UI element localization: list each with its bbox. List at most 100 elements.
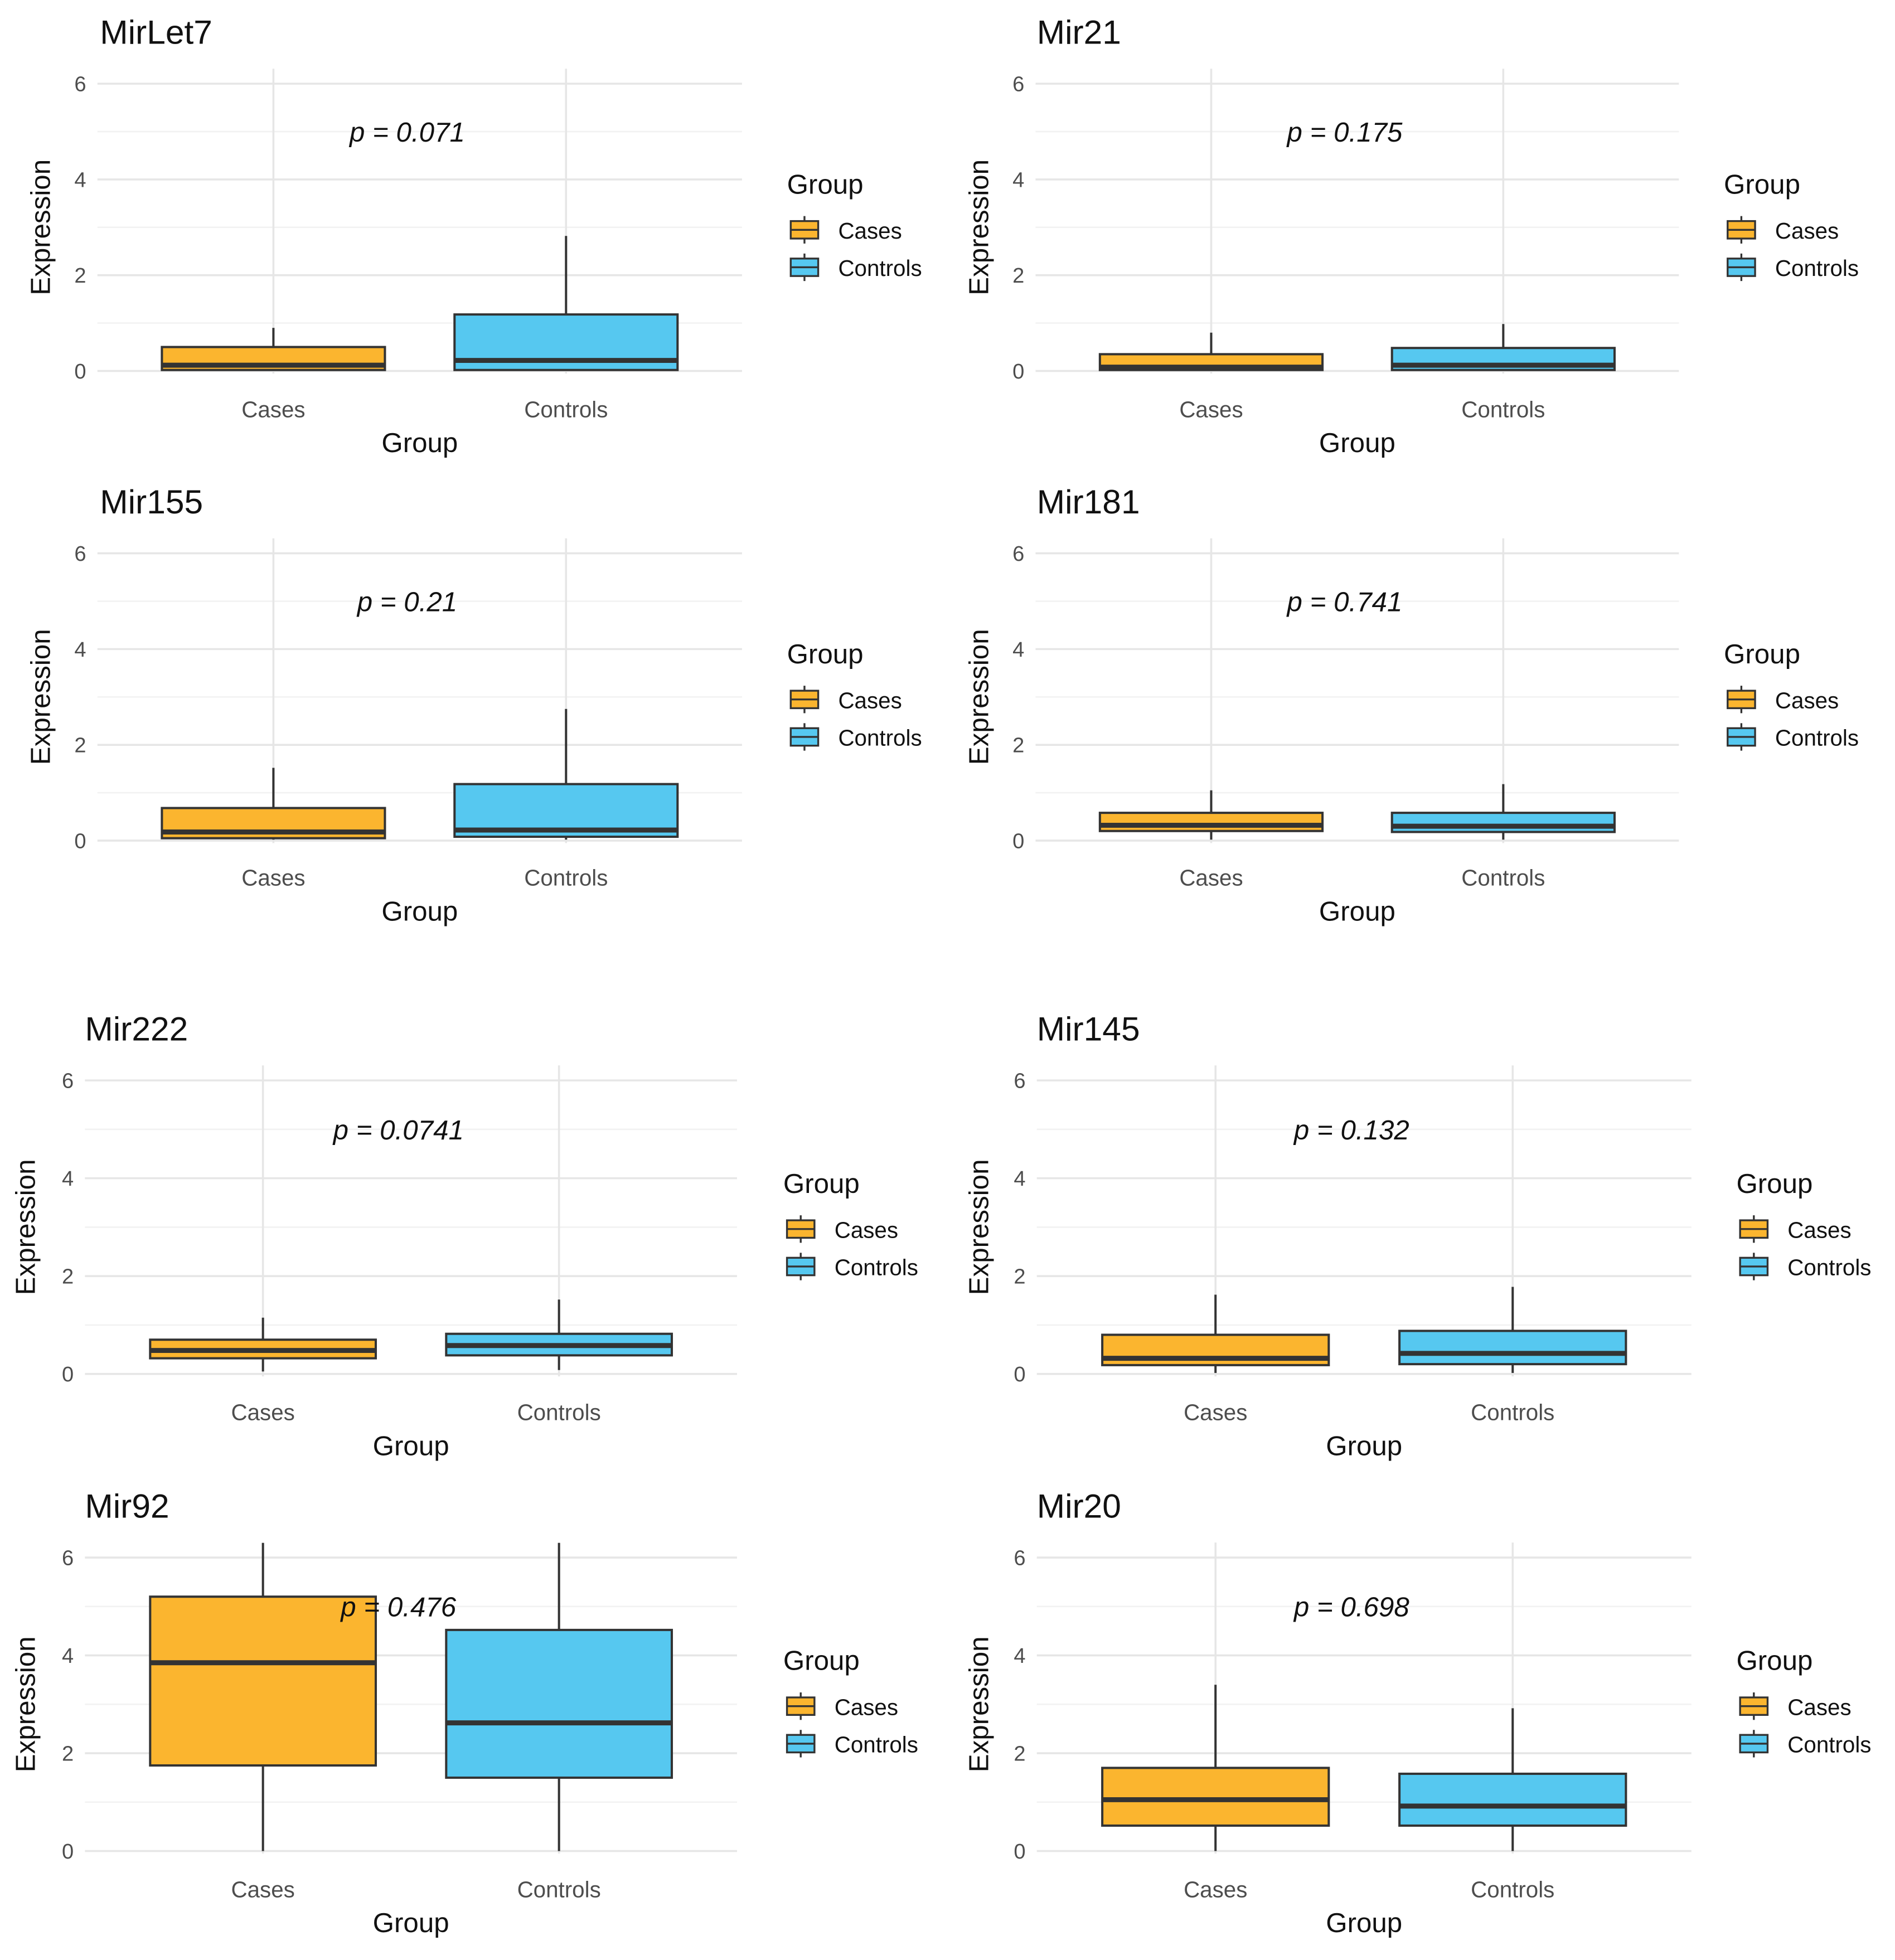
y-tick-label: 4 [1014,1644,1025,1668]
legend-label: Cases [835,1217,898,1243]
panel-mir222: 0 2 4 6 Cases Controls Mir222 p = 0.0741 Group Ex… [11,1010,918,1461]
x-tick-label: Cases [1184,1876,1247,1902]
legend-label: Controls [835,1255,918,1280]
box-controls [1398,1287,1627,1373]
y-tick-label: 6 [62,1070,74,1093]
y-tick-label: 6 [74,73,86,96]
legend-key-controls [789,253,820,282]
x-tick-label: Controls [1461,396,1545,422]
box-cases [161,328,386,371]
y-tick-label: 4 [74,168,86,192]
y-tick-label: 4 [74,638,86,662]
legend-label: Controls [838,725,922,751]
legend-title: Group [1736,1168,1812,1199]
legend-title: Group [1736,1646,1812,1676]
legend-label: Controls [1775,725,1859,751]
iqr-box [1398,1330,1627,1366]
legend-label: Controls [1787,1255,1871,1280]
legend: Group Cases Controls [783,1168,918,1280]
y-tick-label: 4 [1012,638,1024,662]
x-axis-label: Group [1326,1908,1402,1938]
y-axis-label: Expression [26,159,56,295]
x-tick-label: Cases [241,396,305,422]
x-axis-label: Group [1319,428,1395,458]
p-value-label: p = 0.0741 [332,1115,464,1146]
box-cases [1101,1294,1330,1373]
legend: Group Cases Controls [787,639,922,751]
y-tick-label: 2 [1014,1743,1025,1766]
box-cases [161,768,386,840]
panel-title: Mir21 [1037,13,1121,51]
x-axis-label: Group [373,1908,449,1938]
legend-key-cases [786,1215,816,1243]
x-axis-label: Group [1326,1430,1402,1461]
x-tick-label: Controls [1471,1876,1554,1902]
legend-label: Cases [1775,218,1839,244]
y-tick-label: 0 [62,1840,74,1864]
legend-key-cases [1727,216,1756,244]
legend: Group Cases Controls [787,169,922,281]
p-value-label: p = 0.741 [1286,586,1403,617]
y-tick-label: 0 [1014,1363,1025,1386]
panel-mirlet7: 0 2 4 6 Cases Controls MirLet7 p = 0.071 Group Ex… [26,13,922,458]
y-axis-label: Expression [963,1159,994,1295]
panel-mir21: 0 2 4 6 Cases Controls Mir21 p = 0.175 Group Expr… [963,13,1859,458]
x-tick-label: Cases [1179,865,1243,891]
legend-key-cases [789,686,820,714]
legend-label: Controls [835,1732,918,1758]
y-tick-label: 0 [1012,829,1024,853]
legend-title: Group [1724,639,1800,669]
y-tick-label: 6 [1012,542,1024,566]
x-axis-label: Group [373,1430,449,1461]
panel-title: Mir92 [85,1487,169,1525]
legend-key-cases [789,216,820,244]
legend-label: Cases [1787,1217,1851,1243]
legend-title: Group [783,1646,860,1676]
legend: Group Cases Controls [783,1646,918,1758]
box-controls [453,709,679,840]
p-value-label: p = 0.476 [340,1592,456,1623]
x-axis-label: Group [381,428,458,458]
y-tick-label: 6 [1014,1546,1025,1570]
legend-key-cases [786,1692,816,1720]
y-tick-label: 0 [1012,360,1024,384]
legend-key-controls [786,1253,816,1280]
box-cases [149,1317,377,1372]
box-cases [1098,790,1324,840]
legend: Group Cases Controls [1724,169,1859,281]
legend-key-cases [1739,1215,1769,1243]
x-tick-label: Controls [1461,865,1545,891]
panel-title: MirLet7 [100,13,212,51]
legend-label: Controls [1775,255,1859,281]
y-tick-label: 6 [1012,73,1024,96]
legend-label: Cases [838,687,902,713]
y-tick-label: 4 [1012,168,1024,192]
p-value-label: p = 0.071 [348,117,465,148]
y-tick-label: 2 [74,734,86,758]
legend: Group Cases Controls [1736,1168,1871,1280]
legend-label: Cases [835,1694,898,1720]
y-tick-label: 6 [1014,1070,1025,1093]
x-tick-label: Cases [231,1400,295,1425]
x-axis-label: Group [1319,896,1395,926]
legend-key-controls [1739,1253,1769,1280]
legend-key-controls [786,1730,816,1758]
legend-title: Group [783,1168,860,1199]
y-tick-label: 6 [74,542,86,566]
panel-title: Mir145 [1037,1010,1140,1047]
x-tick-label: Controls [517,1876,601,1902]
x-tick-label: Cases [241,865,305,891]
panel-title: Mir20 [1037,1487,1121,1525]
panel-mir181: 0 2 4 6 Cases Controls Mir181 p = 0.741 Group Exp… [963,483,1859,926]
y-tick-label: 0 [74,360,86,384]
x-tick-label: Controls [517,1400,601,1425]
legend-label: Cases [1787,1694,1851,1720]
y-axis-label: Expression [26,629,56,765]
legend-key-cases [1739,1692,1769,1720]
y-tick-label: 2 [1012,264,1024,288]
panel-mir145: 0 2 4 6 Cases Controls Mir145 p = 0.132 Group Exp… [963,1010,1871,1461]
legend-label: Cases [838,218,902,244]
y-tick-label: 4 [1014,1167,1025,1191]
y-tick-label: 2 [62,1265,74,1289]
legend-key-controls [789,723,820,751]
